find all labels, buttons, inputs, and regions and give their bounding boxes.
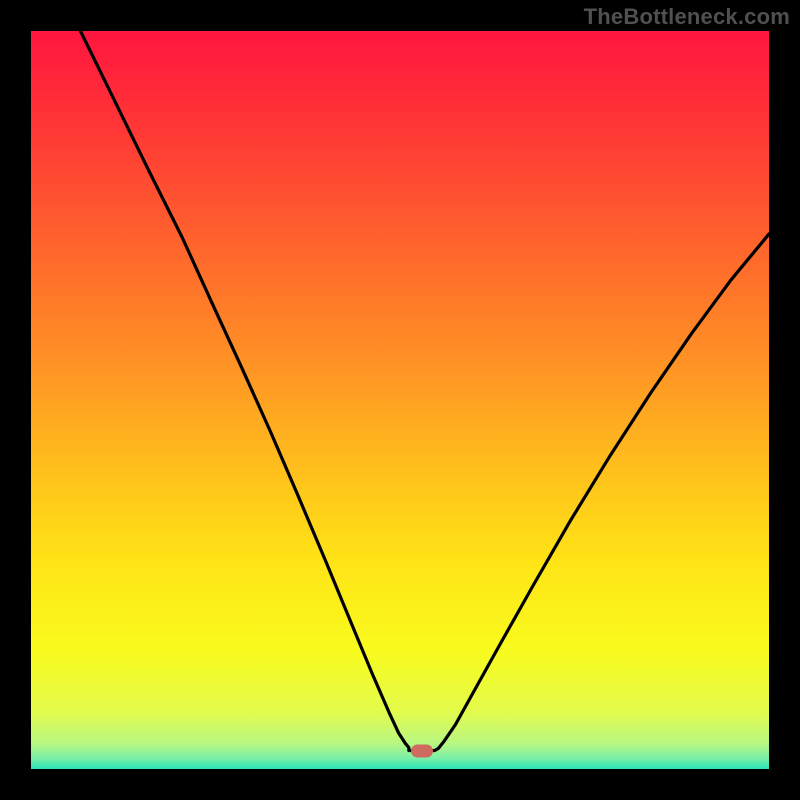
curve-path (80, 31, 769, 751)
plot-area (31, 31, 769, 769)
watermark-text: TheBottleneck.com (584, 4, 790, 30)
optimum-marker (411, 744, 433, 757)
chart-canvas: TheBottleneck.com (0, 0, 800, 800)
bottleneck-curve (31, 31, 769, 769)
